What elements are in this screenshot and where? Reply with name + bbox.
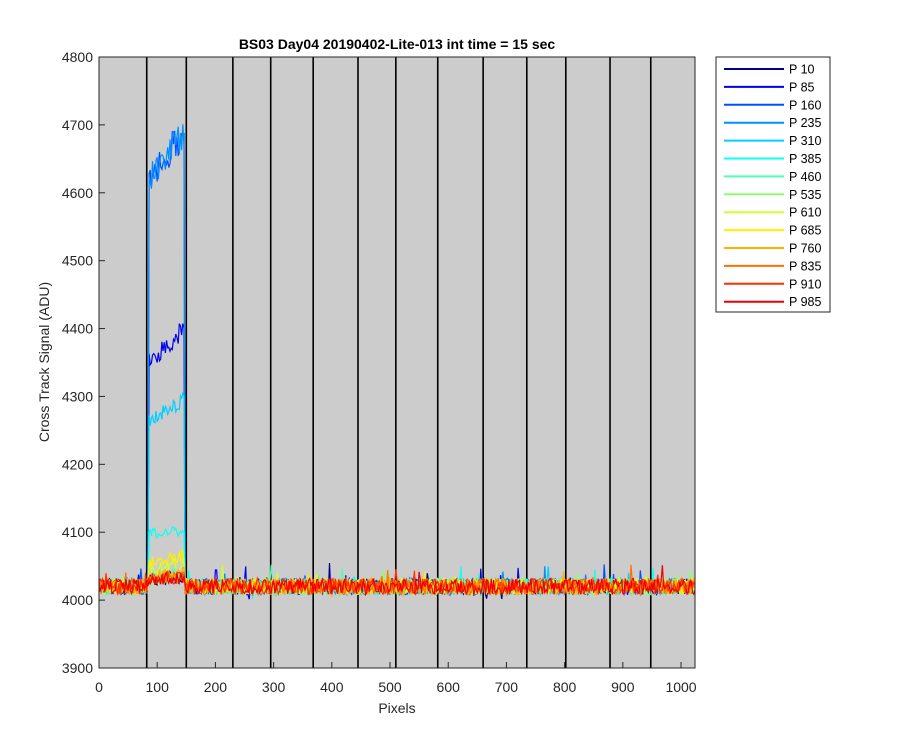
legend-label: P 535 — [789, 188, 821, 202]
legend-label: P 10 — [789, 63, 815, 77]
legend-box — [715, 56, 831, 313]
vertical-lines — [145, 57, 652, 668]
y-axis: 3900 4000 4100 4200 4300 4400 4500 4600 4700 4800 — [62, 49, 105, 676]
x-tick-label: 900 — [611, 679, 635, 695]
y-tick-label: 4700 — [62, 117, 93, 133]
legend-label: P 385 — [789, 152, 821, 166]
x-tick-label: 700 — [495, 679, 519, 695]
legend-label: P 835 — [789, 259, 821, 273]
y-tick-label: 4500 — [62, 253, 93, 269]
series-line — [98, 569, 696, 597]
x-tick-label: 1000 — [665, 679, 696, 695]
x-tick-label: 800 — [553, 679, 577, 695]
x-tick-label: 0 — [95, 679, 103, 695]
x-tick-label: 500 — [378, 679, 402, 695]
y-tick-label: 4800 — [62, 49, 93, 65]
x-axis: 0 100 200 300 400 500 600 700 800 900 1000 — [95, 662, 697, 695]
legend-label: P 685 — [789, 224, 821, 238]
x-tick-label: 400 — [320, 679, 344, 695]
y-tick-label: 4200 — [62, 456, 93, 472]
series-line — [98, 565, 696, 597]
legend-label: P 610 — [789, 206, 821, 220]
legend-label: P 160 — [789, 98, 821, 112]
legend-label: P 310 — [789, 134, 821, 148]
y-tick-label: 4100 — [62, 524, 93, 540]
chart-title: BS03 Day04 20190402-Lite-013 int time = … — [239, 36, 556, 52]
series-layer — [98, 124, 696, 600]
x-tick-label: 200 — [204, 679, 228, 695]
plot-frame — [98, 56, 696, 669]
legend-label: P 985 — [789, 295, 821, 309]
x-tick-label: 100 — [146, 679, 170, 695]
y-tick-label: 4400 — [62, 321, 93, 337]
y-tick-label: 4000 — [62, 592, 93, 608]
y-tick-label: 3900 — [62, 660, 93, 676]
y-tick-label: 4300 — [62, 388, 93, 404]
x-axis-label: Pixels — [378, 700, 415, 716]
plot-area — [99, 57, 695, 668]
legend-label: P 760 — [789, 242, 821, 256]
legend-label: P 910 — [789, 277, 821, 291]
y-tick-label: 4600 — [62, 185, 93, 201]
y-axis-label: Cross Track Signal (ADU) — [36, 282, 52, 442]
legend-label: P 85 — [789, 80, 815, 94]
legend-label: P 460 — [789, 170, 821, 184]
legend-label: P 235 — [789, 116, 821, 130]
legend: P 10 P 85 P 160 P 235 P 310 P 385 P 460 P 535 P … — [715, 56, 831, 313]
x-tick-label: 300 — [262, 679, 286, 695]
x-tick-label: 600 — [437, 679, 461, 695]
